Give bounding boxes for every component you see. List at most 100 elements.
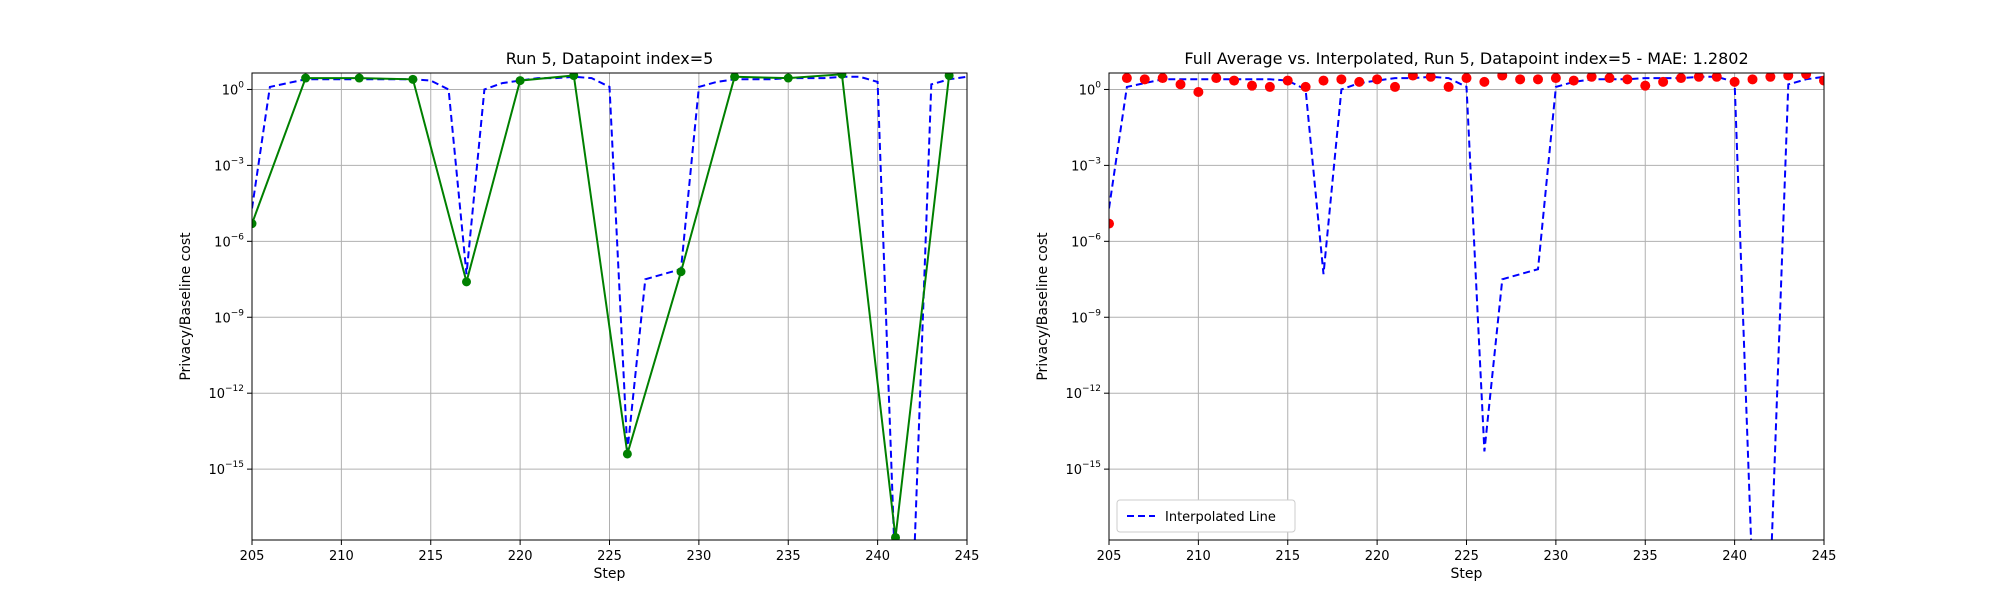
y-tick-label: 10−12: [208, 384, 244, 402]
x-tick-label: 230: [686, 549, 711, 564]
average-point: [1801, 73, 1812, 80]
sample-line: [252, 73, 951, 538]
sample-point: [354, 73, 364, 83]
average-point: [1175, 79, 1186, 90]
average-point: [1443, 81, 1454, 92]
average-point: [1318, 75, 1329, 86]
legend: Interpolated Line: [1116, 499, 1296, 533]
x-axis-label: Step: [594, 566, 626, 582]
average-point: [1747, 74, 1758, 85]
average-point: [1372, 74, 1383, 85]
y-axis-label: Privacy/Baseline cost: [178, 232, 194, 381]
x-tick-label: 225: [1454, 549, 1479, 564]
grid-lines: [251, 73, 968, 540]
average-point: [1765, 73, 1776, 82]
sample-point: [622, 449, 632, 459]
sample-point: [944, 73, 954, 81]
average-point: [1121, 73, 1132, 84]
x-tick-label: 205: [240, 549, 265, 564]
interpolated-line: [1109, 75, 1824, 540]
sample-point: [569, 73, 579, 81]
average-point: [1783, 73, 1794, 81]
average-point: [1157, 73, 1168, 84]
average-point: [1354, 76, 1365, 87]
y-tick-label: 10−15: [208, 460, 244, 478]
x-tick-label: 220: [508, 549, 533, 564]
sample-point: [783, 73, 793, 83]
average-point: [1425, 73, 1436, 82]
y-tick-label: 10−9: [214, 308, 244, 326]
average-point: [1479, 76, 1490, 87]
average-point: [1300, 81, 1311, 92]
x-tick-label: 210: [1186, 549, 1211, 564]
average-point: [1676, 73, 1686, 84]
average-point: [1264, 81, 1275, 92]
x-tick-label: 235: [776, 549, 801, 564]
x-tick-label: 210: [329, 549, 354, 564]
average-point: [1282, 75, 1293, 86]
legend-box: [1116, 499, 1296, 533]
x-tick-label: 205: [1097, 549, 1122, 564]
average-point: [1693, 73, 1704, 82]
average-point: [1586, 73, 1597, 82]
average-point: [1461, 73, 1472, 84]
y-tick-label: 10−15: [1065, 460, 1101, 478]
x-tick-label: 230: [1543, 549, 1568, 564]
average-point: [1622, 74, 1633, 85]
average-point: [1229, 75, 1240, 86]
sample-point: [891, 532, 900, 540]
y-tick-label: 10−6: [1071, 232, 1101, 250]
average-point: [1211, 73, 1222, 84]
average-point: [1247, 80, 1257, 91]
average-point: [1819, 75, 1824, 86]
x-tick-label: 245: [955, 549, 980, 564]
x-tick-label: 215: [1275, 549, 1300, 564]
average-point: [1729, 76, 1740, 87]
y-axis-label: Privacy/Baseline cost: [1035, 232, 1051, 381]
chart-title: Run 5, Datapoint index=5: [506, 49, 714, 68]
average-point: [1550, 73, 1561, 84]
sample-point: [301, 73, 311, 83]
x-tick-label: 225: [597, 549, 622, 564]
sample-point: [837, 73, 847, 79]
x-tick-label: 245: [1812, 549, 1837, 564]
average-point: [1336, 74, 1347, 85]
sample-point: [462, 277, 471, 287]
x-tick-label: 240: [865, 549, 890, 564]
x-tick-label: 220: [1365, 549, 1390, 564]
y-tick-label: 10−12: [1065, 384, 1101, 402]
x-tick-label: 215: [418, 549, 443, 564]
average-point: [1193, 86, 1204, 97]
average-point: [1390, 81, 1400, 92]
average-point: [1711, 73, 1722, 82]
sample-point: [252, 219, 257, 229]
chart-title: Full Average vs. Interpolated, Run 5, Da…: [1184, 49, 1748, 68]
sample-point: [515, 76, 525, 86]
average-point: [1568, 75, 1579, 86]
sample-point: [408, 74, 418, 84]
sample-point: [730, 73, 740, 82]
legend-label: Interpolated Line: [1165, 510, 1276, 525]
series-group: [1109, 73, 1824, 540]
y-tick-label: 10−3: [1071, 156, 1101, 174]
x-tick-label: 235: [1633, 549, 1658, 564]
y-tick-label: 10−3: [214, 156, 244, 174]
average-point: [1497, 73, 1508, 81]
average-point: [1407, 73, 1418, 81]
chart-left: 205 210 215 220 225 230 235 240 245 100 10−3 10−6 10…: [178, 49, 979, 582]
sample-point: [676, 267, 686, 277]
x-axis-label: Step: [1451, 566, 1483, 582]
y-tick-label: 100: [1079, 80, 1102, 98]
grid-lines: [1108, 73, 1825, 540]
average-point: [1640, 80, 1651, 91]
y-tick-label: 10−6: [214, 232, 244, 250]
average-point: [1515, 74, 1526, 85]
average-point: [1533, 74, 1543, 85]
average-point: [1109, 218, 1114, 229]
y-tick-label: 10−9: [1071, 308, 1101, 326]
y-tick-label: 100: [222, 80, 245, 98]
average-point: [1139, 74, 1150, 85]
series-group: [252, 73, 967, 540]
chart-right: 205 210 215 220 225 230 235 240 245 100 10−3 10−6 10…: [1035, 49, 1836, 582]
